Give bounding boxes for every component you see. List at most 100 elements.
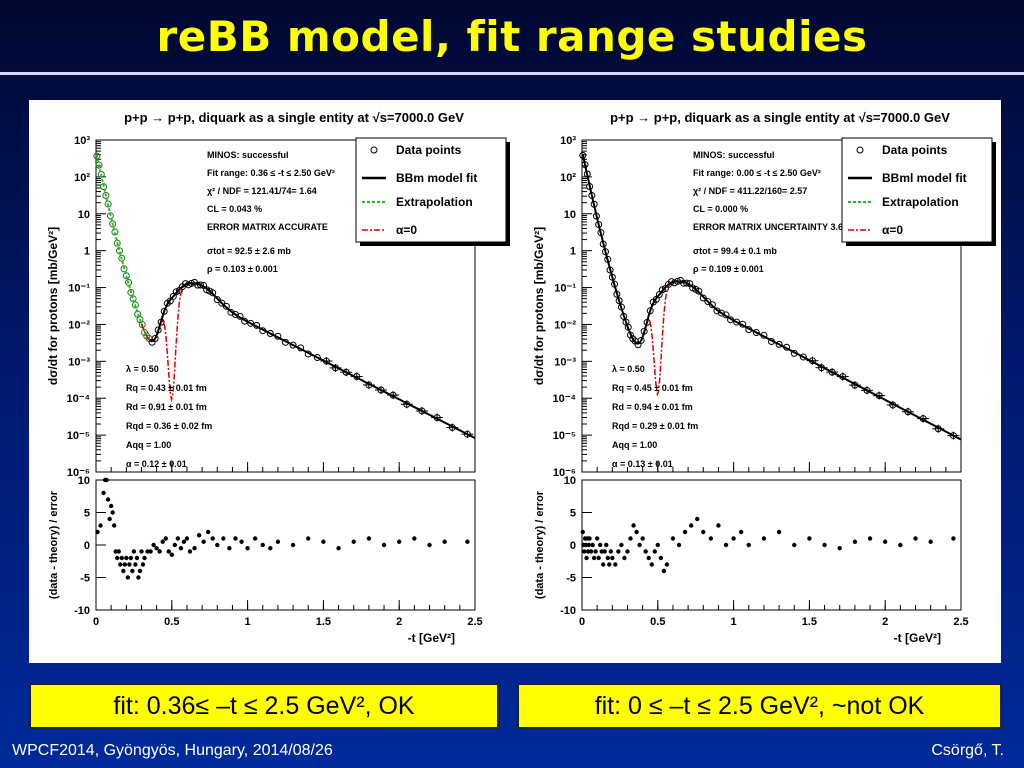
residual-point: [670, 536, 676, 541]
residual-point: [591, 555, 597, 561]
param-line: Aqq = 1.00: [612, 440, 657, 450]
residual-point: [101, 490, 106, 496]
residual-point: [807, 536, 812, 541]
residual-point: [115, 555, 120, 561]
data-point: [289, 341, 297, 349]
slide-title: reBB model, fit range studies: [156, 12, 868, 61]
residual-point: [290, 542, 296, 548]
residual-point: [628, 536, 633, 541]
residual-point: [604, 542, 609, 548]
data-point: [655, 290, 663, 298]
residual-point: [442, 539, 447, 544]
y-tick-label-top: 10⁻²: [68, 319, 90, 331]
y-tick-label-top: 10⁻⁵: [553, 430, 576, 442]
y-tick-label-top: 1: [570, 246, 576, 258]
data-point: [949, 432, 957, 440]
title-divider: [0, 72, 1024, 75]
chart-panel-1: p+p → p+p, diquark as a single entity at…: [46, 110, 510, 645]
top-plot-frame: [581, 139, 962, 473]
residual-point: [121, 568, 126, 574]
residual-point: [701, 529, 706, 535]
residual-point: [951, 536, 956, 541]
data-point: [863, 386, 871, 394]
y-tick-label-top: 10⁻³: [68, 356, 90, 368]
y-tick-label-bottom: -5: [566, 573, 576, 585]
y-tick-label-top: 10: [564, 209, 576, 221]
residual-point: [596, 555, 601, 561]
residual-point: [643, 549, 648, 554]
x-tick-label: 0.5: [650, 616, 665, 628]
residual-point: [664, 562, 670, 567]
fit-curve: [150, 282, 476, 439]
y-tick-label-top: 10⁻⁵: [67, 430, 90, 442]
y-tick-label-top: 10⁻¹: [554, 283, 576, 295]
data-point: [629, 335, 637, 343]
x-tick-label: 2: [396, 616, 402, 628]
fit-info-line: ρ = 0.109 ± 0.001: [693, 264, 764, 274]
y-tick-label-top: 10⁻⁴: [67, 393, 90, 405]
residual-point: [221, 536, 226, 541]
param-line: λ = 0.50: [126, 364, 159, 374]
data-point: [683, 279, 691, 287]
residual-point: [134, 555, 140, 561]
fit-info-line: ERROR MATRIX ACCURATE: [207, 222, 328, 232]
residual-point: [738, 529, 744, 535]
y-tick-label-top: 10²: [560, 172, 576, 184]
residual-point: [913, 536, 918, 541]
fit-curve: [581, 153, 962, 441]
data-point: [904, 408, 912, 416]
y-tick-label-bottom: 0: [570, 540, 576, 552]
data-point: [637, 336, 645, 344]
y-tick-label-top: 10⁻⁶: [67, 467, 90, 479]
legend-marker-data: [856, 146, 864, 154]
fit-info-line: Fit range: 0.00 ≤ -t ≤ 2.50 GeV²: [693, 168, 821, 178]
param-line: Rq = 0.45 ± 0.01 fm: [612, 383, 693, 393]
residual-point: [588, 549, 594, 554]
data-point: [127, 288, 135, 296]
data-point: [704, 298, 712, 306]
fit-info-line: χ² / NDF = 121.41/74= 1.64: [207, 186, 317, 196]
legend-box: [841, 137, 993, 243]
y-tick-label-top: 10⁻¹: [68, 283, 90, 295]
chart-panel-2: p+p → p+p, diquark as a single entity at…: [532, 110, 996, 645]
residual-point: [107, 516, 112, 522]
data-point: [222, 302, 230, 310]
y-tick-label-top: 10³: [74, 135, 90, 147]
fit-info-line: σtot = 92.5 ± 2.6 mb: [207, 246, 291, 256]
residual-point: [599, 549, 604, 554]
data-point: [151, 334, 159, 342]
residual-point: [210, 536, 215, 541]
residual-point: [321, 539, 326, 544]
fit-comparison-figure: p+p → p+p, diquark as a single entity at…: [46, 110, 996, 645]
fit-info-line: MINOS: successful: [207, 150, 289, 160]
residual-point: [104, 477, 109, 483]
legend-entry: α=0: [882, 223, 903, 237]
residual-point: [151, 542, 156, 548]
residual-point: [597, 542, 603, 548]
data-point: [102, 191, 110, 199]
x-axis-label: -t [GeV²]: [894, 631, 941, 645]
legend-entry: Data points: [396, 143, 462, 157]
residual-point: [746, 542, 751, 548]
residual-point: [695, 516, 700, 522]
x-tick-label: 2.5: [953, 616, 968, 628]
param-line: Rd = 0.94 ± 0.01 fm: [612, 402, 693, 412]
footer-left: WPCF2014, Gyöngyös, Hungary, 2014/08/26: [12, 742, 333, 759]
residual-point: [607, 562, 612, 567]
data-point: [708, 301, 716, 309]
legend-entry: Data points: [882, 143, 948, 157]
x-tick-label: 0: [579, 616, 585, 628]
residual-point: [582, 549, 587, 554]
residual-point: [601, 562, 606, 567]
residual-point: [133, 562, 138, 567]
residual-point: [184, 536, 190, 541]
y-axis-label-top: dσ/dt for protons [mb/GeV²]: [532, 227, 546, 385]
residual-point: [116, 549, 121, 554]
y-tick-label-bottom: 0: [84, 540, 90, 552]
residual-point: [610, 555, 615, 561]
param-line: α = 0.13 ± 0.01: [612, 459, 673, 469]
residual-point: [761, 536, 767, 541]
residual-point: [427, 542, 432, 548]
residual-point: [655, 542, 660, 548]
residual-point: [658, 555, 664, 561]
